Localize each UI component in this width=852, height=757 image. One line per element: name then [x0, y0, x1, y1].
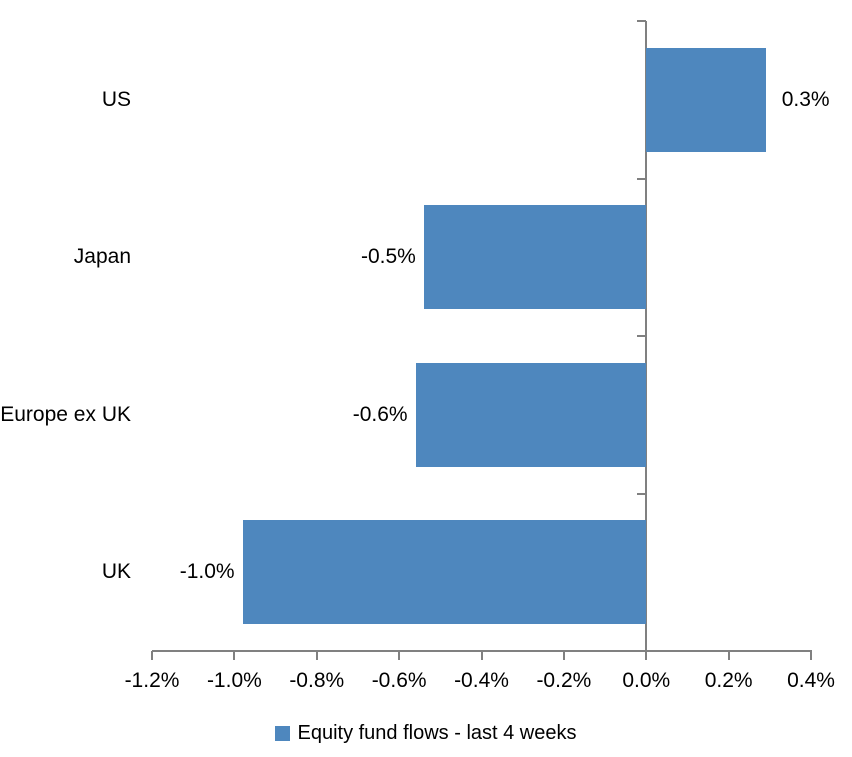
x-axis-tick: [233, 651, 236, 660]
x-axis-tick: [151, 651, 153, 660]
y-axis-tick: [637, 335, 647, 337]
category-label: UK: [101, 560, 131, 584]
x-axis-tick-label: -0.8%: [289, 669, 345, 692]
x-axis-tick: [480, 651, 483, 660]
x-axis-tick: [315, 651, 318, 660]
x-axis-tick: [645, 651, 648, 660]
bar-us: [646, 47, 766, 152]
data-label: -0.5%: [360, 245, 416, 269]
x-axis-tick-label: 0.4%: [787, 669, 835, 692]
bar-europe-ex-uk: [415, 362, 647, 467]
legend-swatch: [275, 725, 291, 741]
x-axis-tick: [562, 651, 565, 660]
y-axis-tick: [637, 492, 647, 495]
x-axis-tick-label: -0.2%: [536, 669, 592, 692]
bar-uk: [242, 520, 647, 625]
x-axis-tick-label: -1.2%: [124, 669, 180, 692]
data-label: 0.3%: [781, 87, 830, 111]
y-axis-tick: [637, 650, 647, 652]
data-label: -0.6%: [352, 402, 408, 426]
legend-label: Equity fund flows - last 4 weeks: [297, 722, 577, 744]
bar-japan: [423, 205, 647, 310]
x-axis-tick: [810, 651, 812, 660]
x-axis-tick-label: -0.4%: [454, 669, 509, 692]
x-axis-tick-label: 0.0%: [622, 669, 671, 692]
x-axis-tick: [398, 651, 401, 660]
x-axis-tick-label: 0.2%: [704, 669, 753, 692]
x-axis-tick-label: -0.6%: [371, 669, 427, 692]
category-label: Japan: [73, 245, 131, 269]
category-label: US: [101, 87, 131, 111]
x-axis-tick-label: -1.0%: [206, 669, 262, 692]
x-axis-tick: [727, 651, 730, 660]
legend: Equity fund flows - last 4 weeks: [0, 721, 852, 745]
category-label: Europe ex UK: [0, 402, 131, 426]
data-label: -1.0%: [179, 560, 235, 584]
y-axis-tick: [637, 20, 647, 22]
y-axis-tick: [637, 177, 647, 180]
